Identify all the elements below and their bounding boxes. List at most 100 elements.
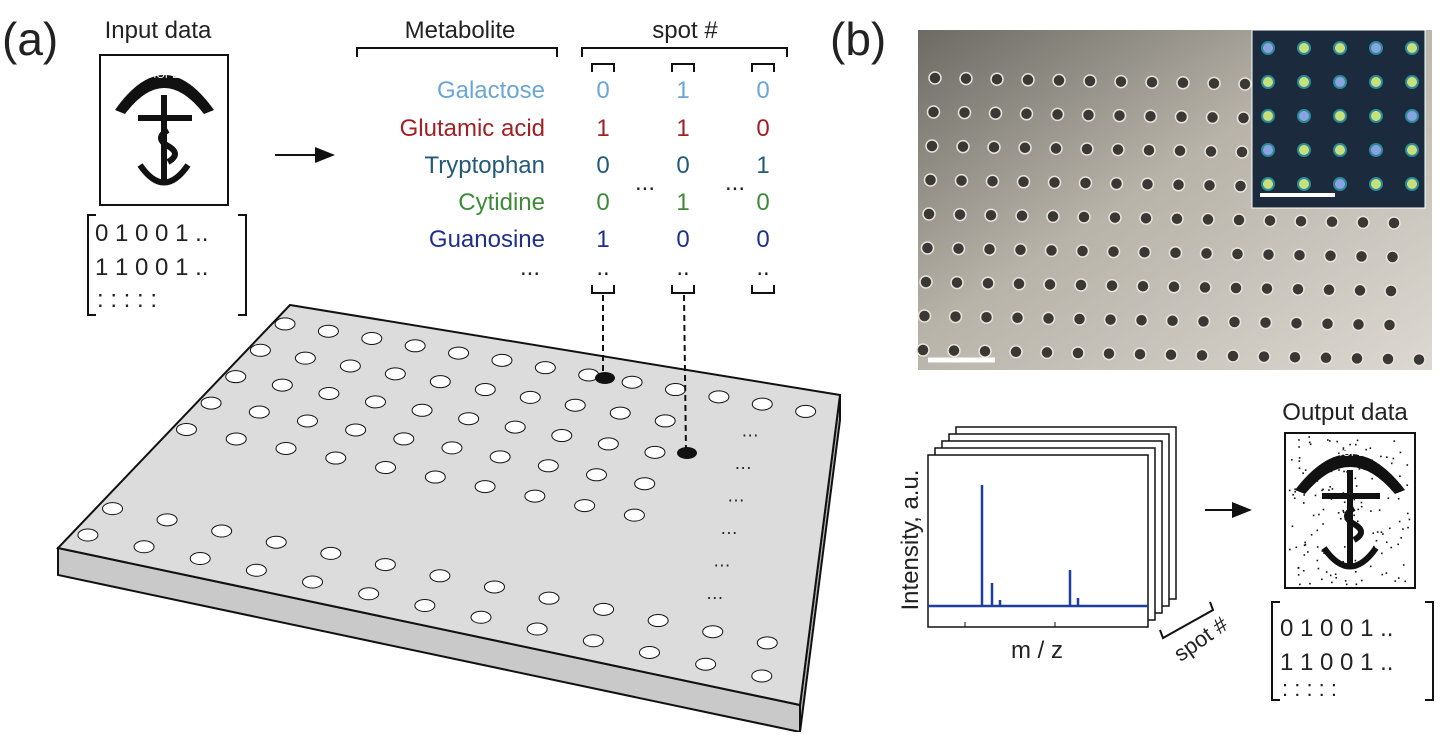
speckle	[1394, 580, 1397, 582]
spot	[318, 386, 340, 400]
speckle	[1354, 477, 1357, 480]
speckle	[1358, 468, 1361, 470]
spot	[795, 404, 817, 418]
photo-spot	[1050, 107, 1065, 122]
output-image: HOPE	[1284, 432, 1416, 589]
speckle	[1322, 523, 1324, 525]
output-title: Output data	[1282, 399, 1408, 426]
inset-spot	[1261, 75, 1275, 89]
panel-label: (b)	[830, 13, 886, 65]
photo-spot	[1049, 141, 1063, 156]
speckle	[1388, 527, 1391, 530]
photo-spot	[1385, 250, 1400, 264]
photo-spot	[1103, 312, 1118, 327]
speckle	[1342, 448, 1345, 451]
image-text: HOPE	[148, 69, 179, 81]
spot	[647, 614, 669, 628]
spot	[695, 657, 717, 671]
photo-spot	[928, 71, 942, 85]
photo-spot	[1083, 74, 1097, 88]
photo-spot	[988, 106, 1003, 120]
photo-spot	[1198, 280, 1212, 295]
speckle	[1349, 443, 1351, 446]
photo-spot	[1109, 176, 1124, 191]
photo-spot	[1292, 248, 1307, 262]
speckle	[1309, 443, 1312, 446]
spot	[609, 406, 631, 420]
spot	[593, 602, 615, 616]
photo-spot	[1111, 142, 1125, 157]
photo-spot	[1353, 283, 1367, 298]
photo-spot	[1235, 145, 1249, 159]
spot	[644, 445, 666, 459]
photo-spot	[1381, 352, 1395, 366]
spot	[200, 396, 222, 410]
speckle	[1321, 489, 1323, 492]
photo-spot	[1322, 283, 1336, 297]
speckle	[1343, 449, 1346, 452]
spot	[384, 367, 406, 381]
photo-spot	[1016, 175, 1031, 189]
inset-spot	[1405, 109, 1419, 123]
speckle	[1328, 440, 1331, 442]
photo-spot	[1139, 211, 1153, 225]
speckle	[1297, 567, 1300, 569]
photo-spot	[1382, 318, 1397, 332]
spot	[133, 540, 155, 554]
speckle	[1298, 467, 1301, 469]
speckle	[1298, 446, 1300, 448]
photo-spot	[923, 173, 938, 187]
spot	[654, 414, 676, 428]
photo-spot	[1384, 284, 1398, 298]
photo-spot	[1019, 107, 1034, 121]
spot	[317, 324, 339, 338]
spot	[424, 470, 446, 484]
spot	[414, 599, 436, 613]
spot	[702, 625, 724, 639]
spot	[296, 414, 318, 428]
speckle	[1393, 440, 1396, 442]
speckle	[1343, 470, 1345, 473]
photo-spot	[951, 241, 966, 256]
photo-spot	[1040, 345, 1054, 360]
column-bracket	[591, 63, 615, 72]
speckle	[1353, 514, 1355, 517]
photo-spot	[1261, 247, 1276, 262]
photo-spot	[1013, 243, 1028, 257]
speckle	[1356, 520, 1359, 523]
speckle	[1297, 574, 1300, 576]
spectra-stack	[927, 426, 1177, 628]
dots: …	[706, 583, 724, 603]
photo-spot	[1320, 317, 1335, 331]
photo-spots	[916, 71, 1426, 367]
photo-spot	[1196, 314, 1211, 329]
ellipsis: ..	[596, 254, 609, 281]
photo-spot	[954, 173, 969, 188]
speckle	[1289, 548, 1291, 551]
spot	[708, 390, 730, 404]
speckle	[1323, 552, 1325, 555]
photo-spot	[1199, 246, 1214, 261]
photo-spot	[956, 139, 970, 154]
speckle	[1353, 498, 1356, 501]
photo-spot	[1174, 110, 1189, 124]
inset-spot	[1405, 143, 1419, 157]
speckle	[1360, 501, 1363, 504]
photo-spot	[981, 276, 995, 290]
photo-spot	[1258, 315, 1273, 330]
panel-label: (a)	[2, 13, 58, 65]
spot-value: 0	[756, 115, 769, 142]
spectrum	[928, 485, 1148, 608]
spot	[551, 429, 573, 443]
photo-spot	[1257, 349, 1271, 364]
photo-spot	[1325, 215, 1339, 229]
photo-spot	[1165, 314, 1180, 328]
spot-value: 0	[596, 152, 609, 179]
metabolite-name: Galactose	[437, 77, 545, 104]
photo-spot	[1012, 277, 1026, 291]
photo-spot	[1291, 282, 1305, 296]
speckle	[1299, 583, 1301, 586]
speckle	[1328, 489, 1330, 491]
photo-spot	[1288, 350, 1302, 364]
photo-spot	[1171, 178, 1186, 192]
